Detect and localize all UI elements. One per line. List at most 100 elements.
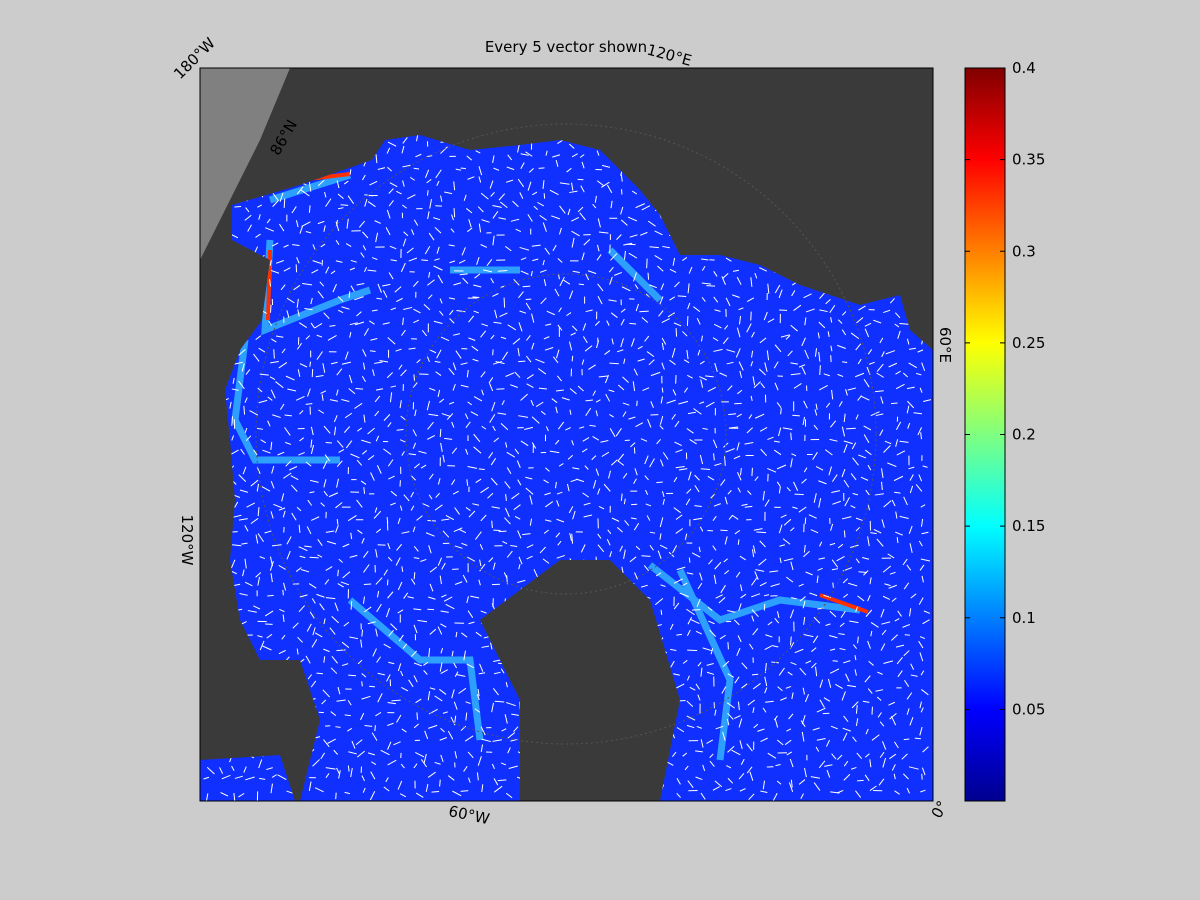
vector: [325, 441, 332, 444]
vector: [540, 297, 547, 305]
vector: [413, 608, 422, 611]
vector: [477, 688, 480, 697]
vector: [206, 766, 215, 775]
vector: [722, 337, 729, 345]
vector: [369, 685, 376, 688]
vector: [428, 271, 431, 278]
vector: [444, 437, 453, 440]
vector: [633, 272, 637, 282]
vector: [388, 629, 394, 637]
vector: [471, 345, 479, 352]
vector: [649, 531, 656, 534]
vector: [544, 492, 551, 496]
vector: [343, 180, 349, 185]
vector: [759, 267, 767, 272]
vector: [402, 180, 405, 187]
vector: [755, 569, 765, 572]
vector: [699, 376, 707, 381]
vector: [305, 335, 311, 340]
vector: [815, 666, 818, 677]
vector: [557, 421, 565, 430]
vector: [494, 700, 505, 703]
vector: [616, 349, 624, 353]
colorbar-tick-label: 0.15: [1012, 517, 1045, 535]
colorbar-tick-label: 0.35: [1012, 151, 1045, 169]
vector: [617, 460, 625, 466]
vector: [695, 776, 703, 781]
vector: [296, 257, 300, 264]
vector: [388, 475, 395, 480]
vector: [906, 564, 912, 571]
vector: [736, 327, 741, 338]
vector: [687, 616, 693, 625]
vector: [887, 553, 895, 559]
vector: [903, 582, 910, 590]
vector: [556, 375, 563, 382]
vector: [397, 780, 403, 790]
vector: [286, 550, 291, 560]
vector: [686, 488, 692, 494]
vector: [454, 751, 458, 759]
vector: [387, 337, 396, 345]
vector: [555, 406, 558, 414]
vector: [442, 530, 450, 538]
vector: [431, 790, 440, 793]
vector: [701, 258, 709, 261]
vector: [700, 739, 704, 748]
vector: [492, 562, 496, 570]
vector: [640, 438, 648, 442]
vector: [918, 640, 924, 649]
vector: [909, 543, 913, 553]
vector: [441, 413, 451, 418]
vector: [413, 546, 419, 552]
vector: [305, 655, 311, 664]
vector: [386, 209, 391, 219]
vector: [709, 760, 715, 767]
vector: [921, 518, 924, 527]
vector: [857, 779, 864, 782]
vector: [825, 623, 831, 626]
vector: [513, 504, 521, 511]
vector: [864, 675, 871, 683]
vector: [604, 374, 609, 384]
vector: [772, 793, 778, 801]
vector: [308, 181, 312, 192]
vector: [921, 767, 926, 776]
vector: [882, 595, 891, 600]
vector: [556, 349, 560, 359]
vector: [581, 161, 585, 169]
vector: [901, 753, 908, 760]
vector: [709, 753, 714, 758]
vector: [375, 577, 383, 585]
vector: [897, 670, 903, 678]
vector: [855, 558, 860, 564]
vector: [453, 282, 462, 286]
vector: [655, 572, 662, 577]
vector: [675, 528, 684, 534]
vector: [310, 322, 316, 329]
vector: [814, 348, 818, 357]
vector: [510, 384, 518, 388]
vector: [415, 792, 424, 798]
vector: [566, 483, 570, 492]
vector: [864, 753, 870, 758]
vector: [827, 331, 830, 337]
vector: [532, 191, 538, 196]
vector: [650, 401, 654, 409]
vector: [420, 464, 427, 469]
vector: [767, 621, 773, 626]
vector: [870, 622, 879, 628]
vector: [751, 467, 753, 477]
vector: [320, 390, 327, 394]
vector: [891, 764, 896, 771]
vector: [475, 478, 482, 483]
vector: [395, 557, 401, 566]
vector: [460, 384, 469, 388]
vector: [505, 245, 512, 252]
vector: [270, 783, 273, 794]
vector: [506, 702, 516, 707]
vector: [738, 773, 745, 780]
vector: [620, 206, 624, 215]
vector: [837, 344, 846, 349]
vector: [907, 400, 915, 409]
